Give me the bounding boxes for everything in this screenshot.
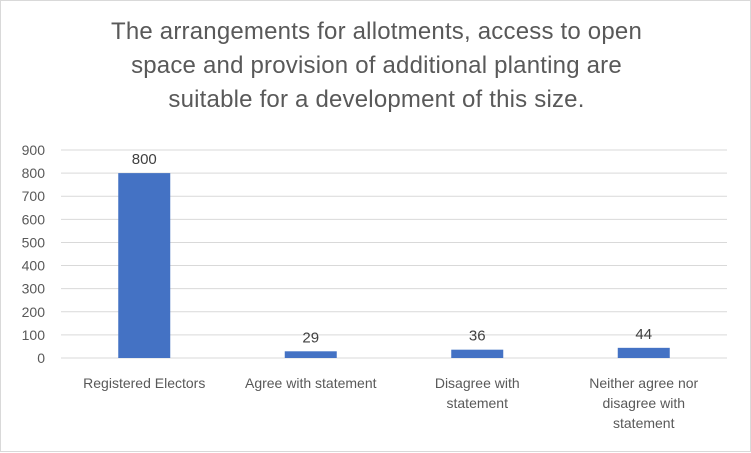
y-tick-label: 900 xyxy=(22,142,46,158)
bar xyxy=(284,351,337,358)
chart-title-line: suitable for a development of this size. xyxy=(168,86,585,113)
y-tick-label: 800 xyxy=(22,165,46,181)
bar xyxy=(118,173,171,358)
x-tick-label: Neither agree nor xyxy=(589,375,698,391)
bar xyxy=(451,349,504,358)
x-tick-label: statement xyxy=(613,415,675,431)
y-tick-label: 500 xyxy=(22,234,46,250)
y-tick-label: 300 xyxy=(22,281,46,297)
y-tick-label: 200 xyxy=(22,304,46,320)
x-tick-label: Disagree with xyxy=(435,375,520,391)
x-tick-label: Registered Electors xyxy=(83,375,205,391)
data-label: 36 xyxy=(469,328,486,345)
data-label: 29 xyxy=(302,329,319,346)
y-tick-label: 0 xyxy=(37,350,45,366)
y-tick-label: 100 xyxy=(22,327,46,343)
bar xyxy=(617,347,670,358)
x-tick-label: statement xyxy=(447,395,509,411)
y-tick-label: 600 xyxy=(22,211,46,227)
chart-title-line: space and provision of additional planti… xyxy=(131,52,622,79)
data-label: 44 xyxy=(635,326,652,343)
x-tick-label: Agree with statement xyxy=(245,375,377,391)
data-label: 800 xyxy=(132,151,157,168)
chart-title: The arrangements for allotments, access … xyxy=(41,15,712,117)
y-tick-label: 400 xyxy=(22,258,46,274)
chart-title-line: The arrangements for allotments, access … xyxy=(110,18,642,45)
x-tick-label: disagree with xyxy=(603,395,686,411)
y-tick-label: 700 xyxy=(22,188,46,204)
